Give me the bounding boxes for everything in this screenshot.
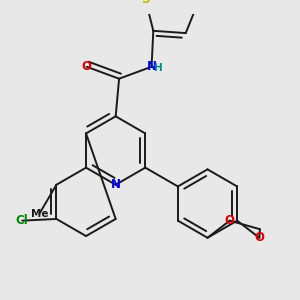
- Text: O: O: [82, 60, 92, 73]
- Text: O: O: [254, 231, 264, 244]
- Text: S: S: [141, 0, 150, 6]
- Text: N: N: [147, 60, 157, 73]
- Text: N: N: [111, 178, 121, 191]
- Text: O: O: [225, 214, 235, 227]
- Text: Cl: Cl: [16, 214, 28, 227]
- Text: Me: Me: [31, 209, 48, 219]
- Text: H: H: [154, 63, 163, 73]
